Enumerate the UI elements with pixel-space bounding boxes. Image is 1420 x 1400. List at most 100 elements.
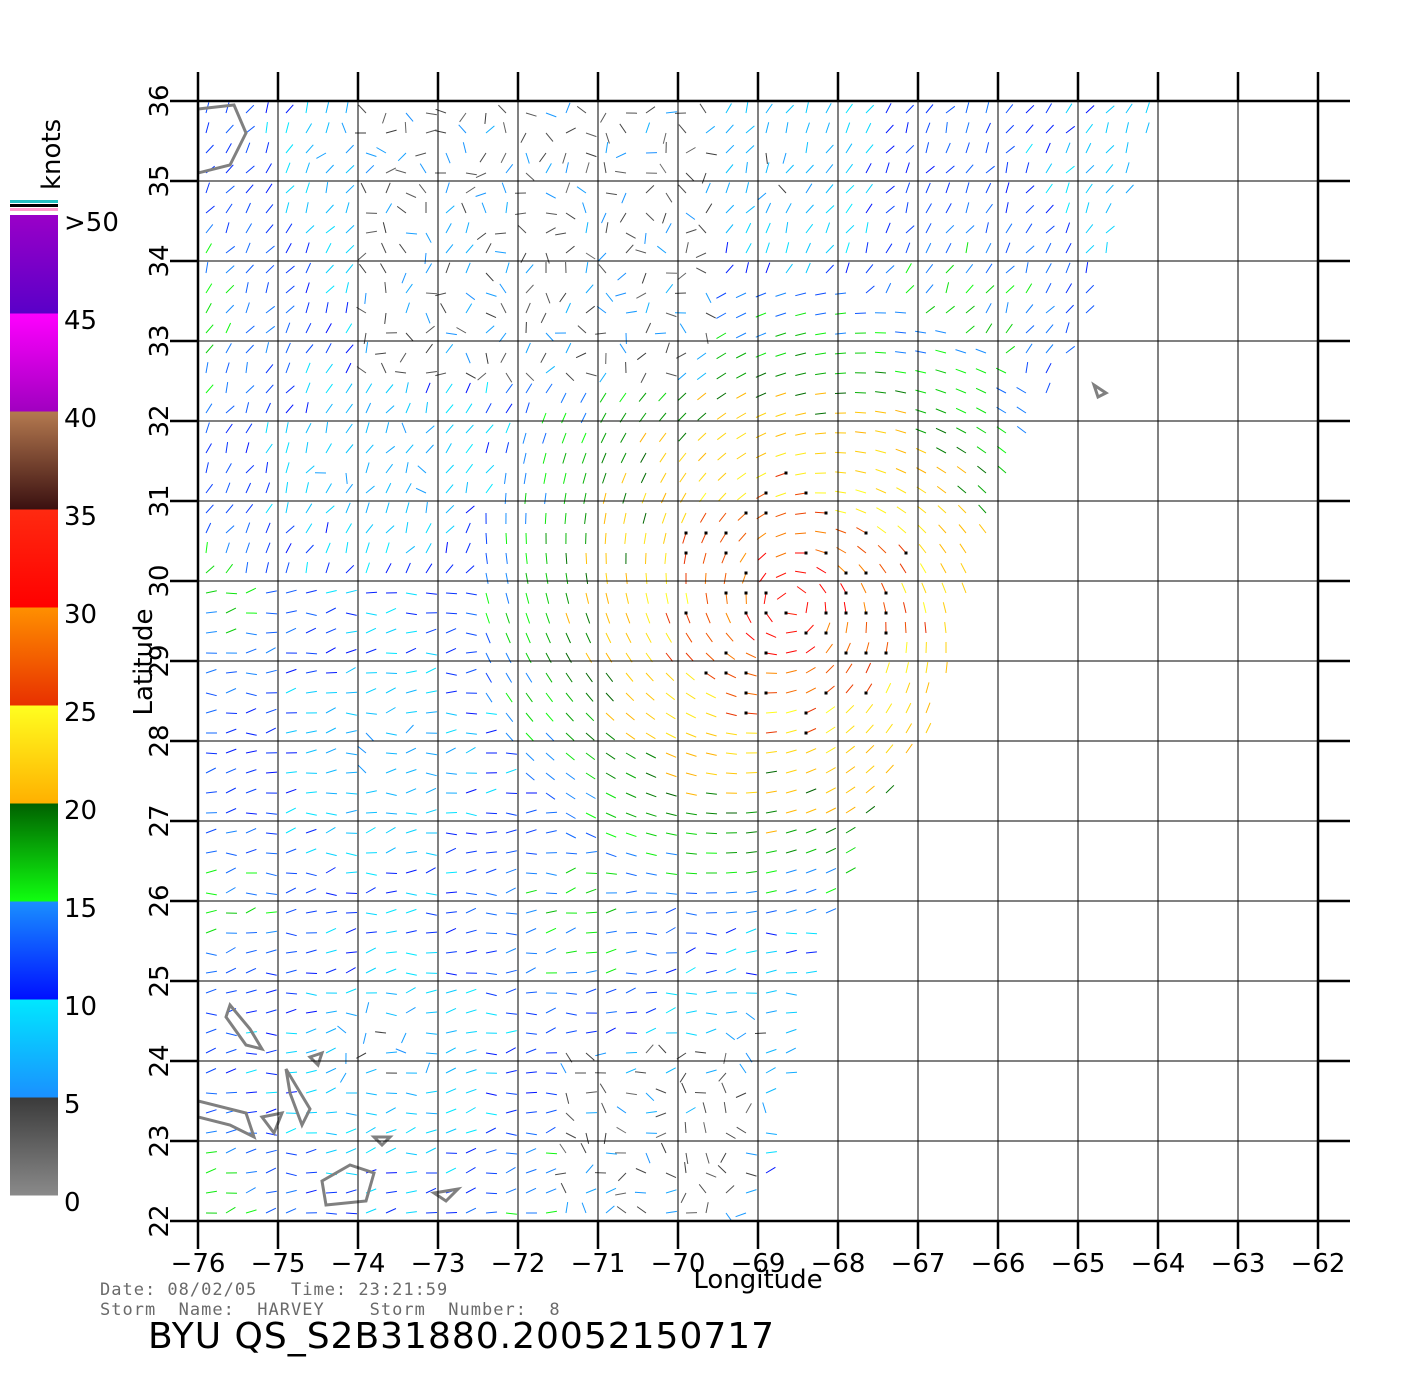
wind-vector (665, 992, 677, 996)
wind-vector (899, 563, 907, 574)
wind-vector (245, 932, 258, 934)
wind-vector (602, 492, 607, 504)
wind-vector (445, 404, 454, 414)
wind-vector (365, 1112, 377, 1116)
wind-vector (903, 602, 907, 614)
wind-vector (605, 592, 610, 604)
latitude-tick-label: 29 (145, 644, 175, 677)
wind-vector (935, 408, 947, 414)
wind-vector (679, 472, 687, 483)
wind-vector (245, 648, 257, 654)
wind-vector (285, 1208, 297, 1214)
wind-vector (565, 1202, 569, 1214)
wind-vector (659, 452, 667, 463)
wind-vector (785, 829, 797, 834)
rain-flag-marker (804, 551, 808, 555)
wind-vector (265, 1167, 277, 1174)
wind-vector (1005, 145, 1015, 154)
wind-vector (885, 162, 890, 174)
wind-vector (757, 192, 767, 201)
wind-vector (385, 707, 396, 714)
wind-vector (503, 122, 507, 134)
wind-vector (205, 1028, 217, 1034)
wind-vector (725, 852, 738, 854)
wind-vector (815, 292, 827, 296)
wind-vector (425, 129, 437, 134)
wind-vector (875, 468, 887, 474)
wind-vector (625, 612, 631, 624)
wind-vector (825, 103, 832, 114)
wind-vector (425, 325, 435, 334)
wind-vector (465, 186, 476, 194)
wind-vector (1005, 265, 1015, 274)
wind-vector (665, 111, 677, 114)
wind-vector (285, 104, 294, 114)
wind-vector (723, 1102, 727, 1114)
wind-vector (225, 563, 234, 574)
wind-vector (225, 688, 237, 694)
wind-vector (225, 1091, 238, 1094)
wind-vector (205, 970, 217, 974)
wind-vector (205, 182, 210, 194)
wind-vector (405, 747, 417, 754)
wind-vector (325, 792, 338, 795)
wind-vector (345, 771, 358, 774)
wind-vector (665, 1210, 677, 1214)
wind-vector (305, 791, 317, 794)
wind-vector (285, 122, 290, 134)
rain-flag-marker (724, 671, 728, 675)
wind-vector (1045, 142, 1051, 154)
wind-vector (505, 768, 517, 774)
wind-vector (595, 1052, 607, 1057)
wind-vector (325, 403, 333, 414)
wind-vector (225, 362, 230, 374)
wind-vector (1005, 202, 1009, 214)
wind-vector (854, 312, 867, 314)
wind-vector (385, 652, 398, 654)
wind-vector (565, 732, 575, 741)
wind-vector (580, 1142, 587, 1154)
wind-vector (485, 1052, 497, 1056)
wind-vector (445, 747, 456, 754)
wind-vector (956, 446, 967, 454)
wind-vector (1005, 104, 1014, 114)
wind-vector (595, 332, 607, 335)
wind-vector (965, 263, 974, 274)
wind-vector (385, 463, 394, 474)
wind-vector (325, 1047, 336, 1054)
wind-vector (505, 202, 508, 214)
wind-vector (716, 392, 727, 400)
wind-vector (625, 950, 637, 954)
wind-vector (985, 242, 992, 254)
wind-vector (435, 372, 447, 377)
wind-vector (736, 412, 747, 419)
wind-vector (1065, 322, 1070, 334)
wind-vector (305, 262, 312, 274)
wind-vector (677, 412, 687, 422)
wind-vector (985, 323, 993, 334)
wind-vector (265, 832, 277, 835)
wind-vector (545, 692, 553, 703)
wind-vector (345, 612, 357, 616)
wind-vector (405, 1126, 416, 1134)
wind-vector (465, 1129, 477, 1134)
wind-vector (585, 305, 596, 314)
wind-vector (936, 447, 947, 454)
rain-flag-marker (704, 531, 708, 535)
wind-vector (938, 524, 947, 534)
wind-vector (905, 182, 911, 194)
wind-vector (736, 472, 747, 480)
colorbar-band (10, 411, 58, 510)
wind-vector (685, 1152, 689, 1164)
wind-vector (705, 752, 717, 756)
rain-flag-marker (864, 611, 868, 615)
wind-vector (825, 867, 837, 874)
wind-vector (305, 102, 309, 114)
wind-vector (205, 504, 214, 514)
wind-vector (525, 612, 531, 624)
wind-vector (375, 1031, 387, 1034)
wind-vector (685, 732, 697, 738)
wind-vector (385, 1208, 397, 1214)
wind-vector (685, 147, 696, 154)
wind-vector (1105, 145, 1115, 154)
